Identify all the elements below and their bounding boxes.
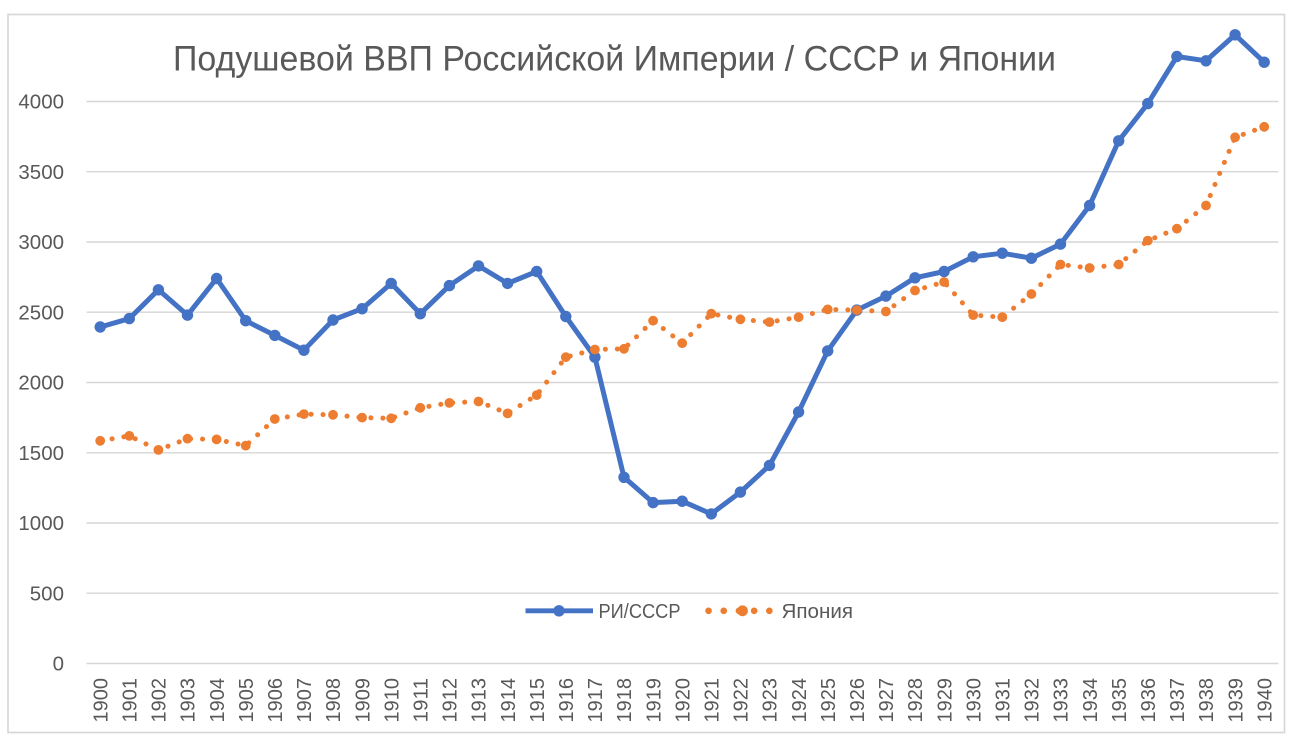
svg-text:1918: 1918 [613,678,636,723]
svg-text:1936: 1936 [1137,678,1160,723]
svg-text:3000: 3000 [18,231,64,254]
svg-text:1937: 1937 [1166,678,1189,723]
svg-text:1912: 1912 [439,678,462,723]
svg-text:1922: 1922 [730,678,753,723]
svg-text:1916: 1916 [555,678,578,723]
svg-text:4000: 4000 [18,91,64,114]
svg-text:1923: 1923 [759,678,782,723]
svg-text:1924: 1924 [788,678,811,723]
svg-text:Подушевой ВВП Российской Импер: Подушевой ВВП Российской Империи / СССР … [173,40,1056,79]
svg-text:3500: 3500 [18,161,64,184]
svg-text:1911: 1911 [410,678,433,723]
svg-text:1939: 1939 [1224,678,1247,723]
svg-text:Япония: Япония [782,600,854,623]
svg-text:1920: 1920 [671,678,694,723]
svg-text:1932: 1932 [1021,678,1044,723]
svg-text:1914: 1914 [497,678,520,723]
svg-text:1900: 1900 [89,678,112,723]
svg-text:1908: 1908 [322,678,345,723]
svg-text:РИ/СССР: РИ/СССР [599,600,681,623]
svg-text:1921: 1921 [701,678,724,723]
svg-text:1907: 1907 [293,678,316,723]
svg-text:1930: 1930 [962,678,985,723]
svg-text:2500: 2500 [18,301,64,324]
svg-text:1903: 1903 [177,678,200,723]
svg-text:1935: 1935 [1108,678,1131,723]
svg-text:1931: 1931 [992,678,1015,723]
svg-text:1901: 1901 [119,678,142,723]
svg-text:1905: 1905 [235,678,258,723]
svg-text:1910: 1910 [380,678,403,723]
svg-text:1933: 1933 [1050,678,1073,723]
svg-text:1500: 1500 [18,442,64,465]
svg-text:500: 500 [30,583,64,606]
svg-text:1940: 1940 [1253,678,1276,723]
svg-text:1000: 1000 [18,512,64,535]
svg-text:1917: 1917 [584,678,607,723]
svg-text:0: 0 [53,653,64,676]
svg-text:1938: 1938 [1195,678,1218,723]
svg-text:1926: 1926 [846,678,869,723]
svg-text:2000: 2000 [18,372,64,395]
svg-text:1929: 1929 [933,678,956,723]
svg-text:1909: 1909 [351,678,374,723]
svg-text:1934: 1934 [1079,678,1102,723]
svg-text:1904: 1904 [206,678,229,723]
svg-text:1915: 1915 [526,678,549,723]
svg-text:1919: 1919 [642,678,665,723]
svg-text:1928: 1928 [904,678,927,723]
svg-text:1925: 1925 [817,678,840,723]
svg-text:1906: 1906 [264,678,287,723]
svg-text:1927: 1927 [875,678,898,723]
svg-text:1913: 1913 [468,678,491,723]
svg-text:1902: 1902 [148,678,171,723]
